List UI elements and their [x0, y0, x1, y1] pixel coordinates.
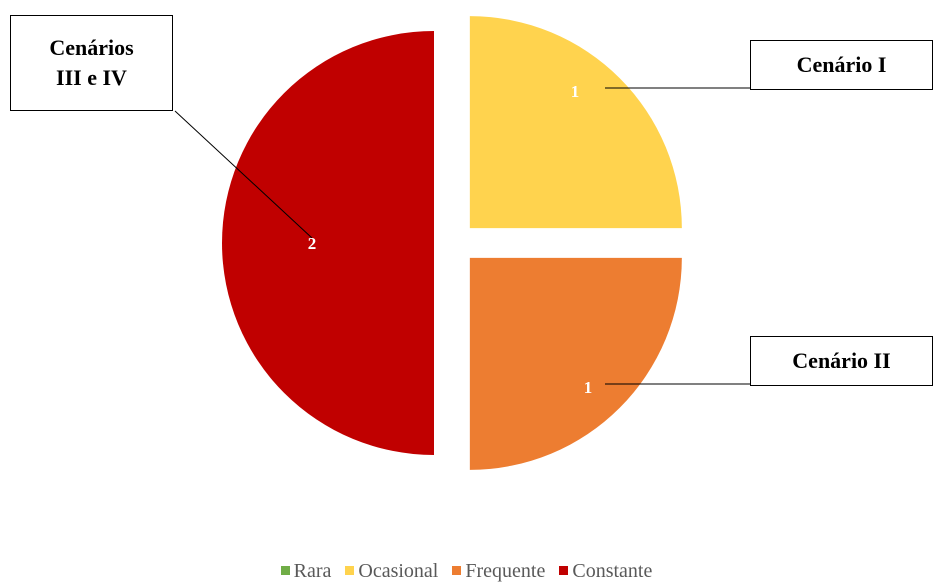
data-label-constante: 2: [308, 234, 317, 253]
callout-leader-lines: [174, 87, 750, 385]
pie-slices: [222, 16, 682, 470]
legend-label-constante: Constante: [572, 560, 653, 582]
pie-slice-ocasional: [469, 16, 682, 229]
legend-swatch-constante: [559, 566, 569, 575]
legend-label-frequente: Frequente: [465, 560, 546, 582]
data-label-ocasional: 1: [571, 82, 580, 101]
legend-label-rara: Rara: [293, 560, 332, 582]
legend-item-constante: Constante: [559, 560, 652, 583]
callout-cenario-ii: Cenário II: [750, 336, 933, 386]
legend-item-frequente: Frequente: [452, 560, 545, 583]
legend-swatch-rara: [280, 566, 290, 575]
pie-data-labels: 1 1 2: [308, 82, 593, 397]
legend-swatch-frequente: [452, 566, 462, 575]
legend-item-rara: Rara: [280, 560, 332, 583]
callout-cenarios-iii-iv: Cenários III e IV: [10, 15, 173, 111]
chart-legend: Rara Ocasional Frequente Constante: [0, 560, 933, 583]
leader-line-constante: [174, 110, 313, 239]
legend-swatch-ocasional: [345, 566, 355, 575]
legend-label-ocasional: Ocasional: [358, 560, 439, 582]
pie-slice-frequente: [469, 257, 682, 470]
callout-cenario-i: Cenário I: [750, 40, 933, 90]
data-label-frequente: 1: [584, 378, 593, 397]
pie-slice-constante: [222, 31, 434, 455]
legend-item-ocasional: Ocasional: [345, 560, 438, 583]
